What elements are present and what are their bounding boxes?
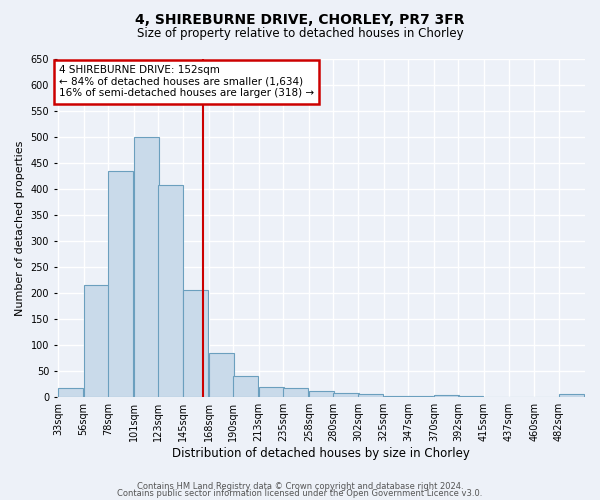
Bar bbox=[458, 396, 484, 397]
Y-axis label: Number of detached properties: Number of detached properties bbox=[15, 140, 25, 316]
Bar bbox=[358, 394, 383, 397]
Bar bbox=[309, 391, 334, 397]
Text: 4 SHIREBURNE DRIVE: 152sqm
← 84% of detached houses are smaller (1,634)
16% of s: 4 SHIREBURNE DRIVE: 152sqm ← 84% of deta… bbox=[59, 65, 314, 98]
Bar bbox=[233, 376, 258, 397]
Bar bbox=[134, 137, 159, 397]
Bar bbox=[83, 286, 109, 397]
X-axis label: Distribution of detached houses by size in Chorley: Distribution of detached houses by size … bbox=[172, 447, 470, 460]
Bar bbox=[434, 394, 459, 397]
Bar bbox=[559, 394, 584, 397]
Bar bbox=[484, 396, 509, 397]
Bar bbox=[183, 290, 208, 397]
Bar bbox=[259, 387, 284, 397]
Text: Contains HM Land Registry data © Crown copyright and database right 2024.: Contains HM Land Registry data © Crown c… bbox=[137, 482, 463, 491]
Bar bbox=[209, 353, 233, 397]
Text: Contains public sector information licensed under the Open Government Licence v3: Contains public sector information licen… bbox=[118, 489, 482, 498]
Text: 4, SHIREBURNE DRIVE, CHORLEY, PR7 3FR: 4, SHIREBURNE DRIVE, CHORLEY, PR7 3FR bbox=[135, 12, 465, 26]
Bar bbox=[408, 396, 433, 397]
Bar bbox=[58, 388, 83, 397]
Bar bbox=[158, 185, 184, 397]
Bar bbox=[108, 171, 133, 397]
Bar bbox=[383, 396, 409, 397]
Bar bbox=[283, 388, 308, 397]
Bar bbox=[534, 396, 559, 397]
Bar bbox=[334, 393, 359, 397]
Text: Size of property relative to detached houses in Chorley: Size of property relative to detached ho… bbox=[137, 28, 463, 40]
Bar bbox=[509, 396, 533, 397]
